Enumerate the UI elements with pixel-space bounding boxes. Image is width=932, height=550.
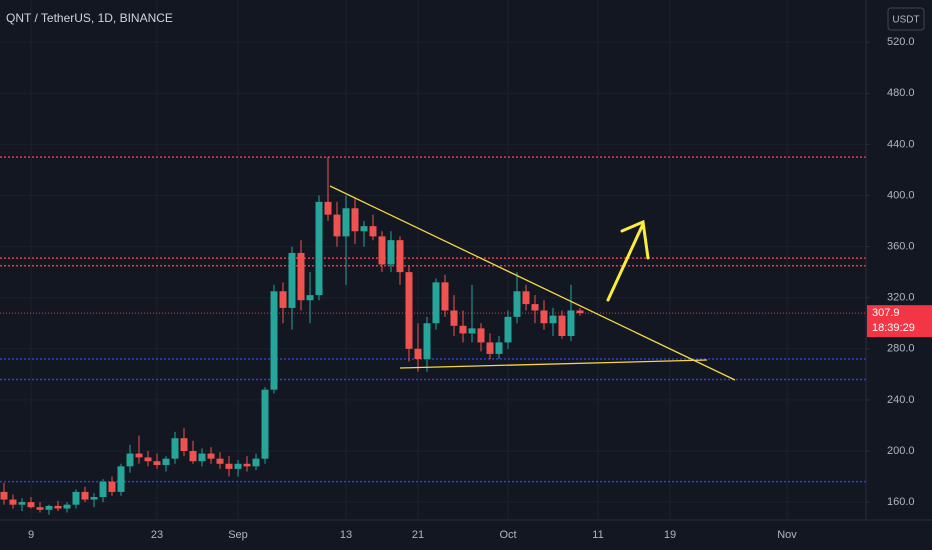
candle-body xyxy=(27,502,35,508)
candle-body xyxy=(252,458,260,467)
candle-body xyxy=(450,310,458,326)
candle-body xyxy=(36,507,44,510)
candle-body xyxy=(171,438,179,459)
candle-body xyxy=(378,236,386,265)
y-tick-label: 400.0 xyxy=(887,189,915,201)
candle-body xyxy=(297,252,305,301)
candle-body xyxy=(270,291,278,390)
trend-line xyxy=(329,185,736,381)
candle-body xyxy=(333,214,341,237)
candle-body xyxy=(576,310,584,314)
arrow xyxy=(606,219,650,302)
candle-body xyxy=(387,240,395,265)
candle-body xyxy=(135,453,143,458)
candle-body xyxy=(513,291,521,317)
x-tick-label: 21 xyxy=(412,529,424,541)
candle-body xyxy=(432,282,440,324)
currency-label[interactable]: USDT xyxy=(892,15,919,26)
candle-body xyxy=(18,502,26,505)
candle-body xyxy=(180,438,188,452)
candle-body xyxy=(63,504,71,509)
x-tick-label: 13 xyxy=(340,529,352,541)
candle-body xyxy=(45,505,53,510)
candle-body xyxy=(414,348,422,360)
y-tick-label: 320.0 xyxy=(887,292,915,304)
x-tick-label: Sep xyxy=(228,529,248,541)
candle-body xyxy=(189,451,197,462)
candle-body xyxy=(288,252,296,308)
candle-body xyxy=(162,458,170,466)
candle-body xyxy=(468,328,476,334)
candle-body xyxy=(243,463,251,467)
candle-body xyxy=(396,240,404,273)
axis: 160.0 200.0 240.0 280.0 320.0 360.0 400.0 440.0… xyxy=(28,36,932,541)
candle-body xyxy=(225,463,233,469)
candle-body xyxy=(261,389,269,459)
candle-body xyxy=(405,272,413,349)
candle-body xyxy=(108,481,116,492)
last-price-label: 307.9 xyxy=(872,307,900,319)
candle-body xyxy=(144,457,152,462)
candle-body xyxy=(315,201,323,296)
candle-body xyxy=(369,226,377,237)
y-tick-label: 240.0 xyxy=(887,394,915,406)
x-tick-label: 11 xyxy=(592,529,603,541)
candle-body xyxy=(531,304,539,311)
candle-body xyxy=(522,291,530,305)
y-tick-label: 480.0 xyxy=(887,87,915,99)
candle-body xyxy=(567,310,575,337)
candle-body xyxy=(540,310,548,324)
candle-body xyxy=(81,491,89,500)
candle-body xyxy=(351,208,359,232)
candle-body xyxy=(216,458,224,464)
candle-body xyxy=(558,315,566,337)
candle-body xyxy=(486,342,494,354)
candle-body xyxy=(72,491,80,505)
x-tick-label: Oct xyxy=(499,529,516,541)
support-line xyxy=(399,359,708,369)
y-tick-label: 440.0 xyxy=(887,138,915,150)
chart-title: QNT / TetherUS, 1D, BINANCE xyxy=(6,11,173,25)
candle-body xyxy=(234,463,242,469)
candle-body xyxy=(279,291,287,308)
last-price-box xyxy=(867,305,932,338)
y-tick-label: 360.0 xyxy=(887,240,915,252)
x-tick-label: 19 xyxy=(664,529,676,541)
candle-body xyxy=(504,316,512,343)
candle-body xyxy=(477,328,485,343)
countdown-label: 18:39:29 xyxy=(872,322,915,334)
x-tick-label: 9 xyxy=(28,529,34,541)
currency-box[interactable] xyxy=(887,7,925,31)
candle-body xyxy=(126,453,134,467)
y-tick-label: 280.0 xyxy=(887,343,915,355)
x-tick-label: Nov xyxy=(777,529,797,541)
candle-body xyxy=(441,282,449,311)
candles xyxy=(0,157,584,515)
candle-body xyxy=(153,461,161,466)
candle-body xyxy=(306,295,314,301)
candle-body xyxy=(342,208,350,237)
candle-body xyxy=(198,453,206,462)
candle-body xyxy=(459,325,467,334)
candle-body xyxy=(207,453,215,459)
candle-body xyxy=(423,323,431,360)
candle-body xyxy=(117,466,125,492)
candle-body xyxy=(360,226,368,232)
candle-body xyxy=(54,505,62,509)
y-tick-label: 200.0 xyxy=(887,445,915,457)
candle-body xyxy=(0,491,8,500)
candle-body xyxy=(324,201,332,215)
candle-body xyxy=(99,481,107,498)
candle-body xyxy=(495,342,503,354)
candle-body xyxy=(90,497,98,500)
y-tick-label: 160.0 xyxy=(887,496,915,508)
x-tick-label: 23 xyxy=(151,529,163,541)
candle-body xyxy=(9,499,17,505)
y-tick-label: 520.0 xyxy=(887,36,915,48)
levels xyxy=(0,156,866,483)
candle-body xyxy=(549,315,557,324)
